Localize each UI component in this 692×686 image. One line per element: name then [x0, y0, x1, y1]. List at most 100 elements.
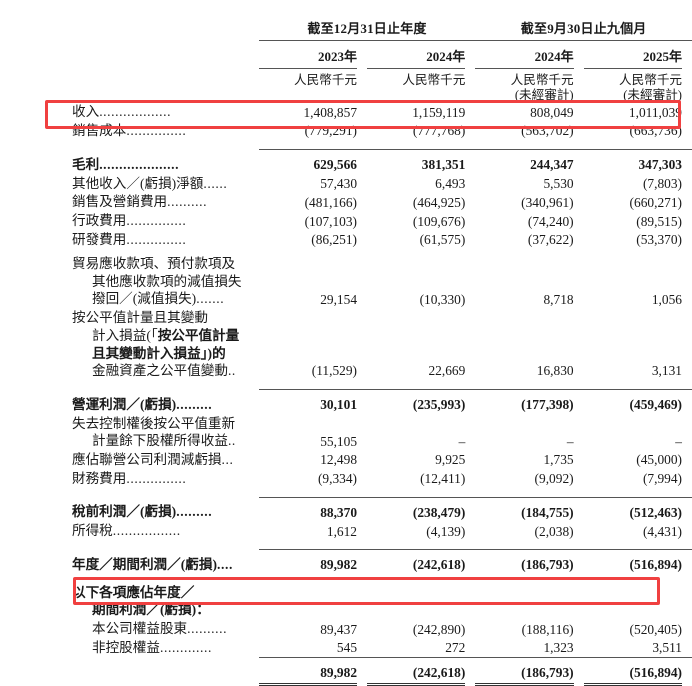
- table-row: 行政費用............... (107,103) (109,676) (74…: [0, 212, 692, 231]
- row-label-cost-of-sales: 銷售成本...............: [0, 122, 259, 141]
- year-header-2023: 2023年: [258, 44, 367, 71]
- spacer-cell: [367, 380, 475, 389]
- cell-profit-before-tax-col4: (512,463): [583, 496, 692, 522]
- spacer-row: [0, 574, 692, 583]
- row-label-text: 財務費用...............: [72, 470, 187, 486]
- row-label-gross-profit: 毛利....................: [0, 149, 259, 174]
- spacer-cell: [0, 488, 259, 497]
- group-header-annual: 截至12月31日止年度: [258, 18, 476, 44]
- group-header-annual-label: 截至12月31日止年度: [307, 21, 427, 36]
- row-label-text: 毛利....................: [72, 156, 180, 172]
- cell-gross-profit-col4: 347,303: [583, 148, 692, 174]
- cell-total-attributable-col2: (242,618): [367, 657, 476, 683]
- cell-finance-costs-col2: (12,411): [420, 471, 466, 487]
- row-label-operating-profit-loss: 營運利潤／(虧損).........: [0, 389, 259, 414]
- row-label-equity-holders: 本公司權益股東..........: [0, 620, 259, 639]
- row-label-finance-costs: 財務費用...............: [0, 469, 259, 488]
- spacer-cell: [475, 380, 583, 389]
- unit-label-2024-annual: 人民幣千元: [402, 73, 466, 87]
- cell-equity-holders-col4: (520,405): [629, 621, 682, 637]
- header-spacer: [0, 0, 692, 18]
- double-underline-cell: [475, 682, 583, 686]
- cell-revenue-col1: 1,408,857: [303, 104, 358, 120]
- row-label-text: 營運利潤／(虧損).........: [72, 396, 213, 412]
- cell-rd-expenses-col1: (86,251): [311, 232, 358, 248]
- row-label-fvpl-fair-value-change: 按公平值計量且其變動 計入損益(「按公平值計量 且其變動計入損益」)的 金融資產之公平…: [0, 309, 259, 381]
- spacer-cell: [475, 488, 583, 497]
- cell-revenue-col4: 1,011,039: [628, 104, 682, 120]
- cell-equity-holders-col3: (188,116): [521, 621, 574, 637]
- cell-selling-marketing-expenses-col1: (481,166): [304, 194, 358, 210]
- spacer-cell: [584, 574, 692, 583]
- cell-gain-remeasurement-col1: 55,105: [320, 433, 358, 449]
- row-label-line: 以下各項應佔年度／: [72, 584, 195, 600]
- year-rule-2024-interim: [475, 68, 574, 69]
- cell-equity-holders-col2: (242,890): [412, 621, 466, 637]
- cell-administrative-expenses-col2: (109,676): [412, 213, 466, 229]
- cell-cost-of-sales-col3: (563,702): [521, 123, 574, 139]
- row-label-text: 行政費用...............: [72, 213, 187, 229]
- row-label-line: 期間利潤／(虧損)：: [92, 602, 210, 618]
- cell-operating-profit-loss-col1: 30,101: [258, 388, 368, 414]
- table-row: 以下各項應佔年度／ 期間利潤／(虧損)：: [0, 583, 692, 620]
- cell-revenue-col2: 1,159,119: [412, 104, 466, 120]
- row-label-revenue: 收入..................: [0, 103, 259, 122]
- cell-finance-costs-col1: (9,334): [317, 471, 358, 487]
- cell-operating-profit-loss-col2: (235,993): [367, 388, 476, 414]
- cell-operating-profit-loss-col3: (177,398): [475, 388, 584, 414]
- spacer-cell: [259, 541, 367, 550]
- cell-gain-remeasurement-col3: –: [566, 433, 574, 449]
- row-label-line: 計量餘下股權所得收益..: [92, 433, 236, 449]
- double-underline-cell: [258, 682, 367, 686]
- cell-total-attributable-col1: 89,982: [258, 657, 368, 683]
- year-rule-2025-interim: [583, 68, 682, 69]
- row-label-line: 撥回／(減值損失).......: [92, 291, 225, 307]
- row-label-text: 銷售成本...............: [72, 123, 187, 139]
- cell-profit-for-period-col2: (242,618): [367, 549, 476, 575]
- cell-gain-remeasurement-col2: –: [458, 433, 466, 449]
- cell-selling-marketing-expenses-col2: (464,925): [412, 194, 466, 210]
- year-label-2024-annual: 2024年: [426, 49, 466, 64]
- cell-rd-expenses-col2: (61,575): [419, 232, 466, 248]
- table-row: 按公平值計量且其變動 計入損益(「按公平值計量 且其變動計入損益」)的 金融資產之公平…: [0, 309, 692, 381]
- row-label-attributable-heading: 以下各項應佔年度／ 期間利潤／(虧損)：: [0, 583, 259, 620]
- year-header-2024-interim: 2024年: [475, 44, 583, 71]
- table-row: 營運利潤／(虧損)......... 30,101 (235,993) (177,39…: [0, 388, 692, 414]
- table-row: 應佔聯營公司利潤減虧損... 12,498 9,925 1,735 (45,000): [0, 451, 692, 470]
- cell-profit-before-tax-col3: (184,755): [475, 496, 584, 522]
- cell-finance-costs-col3: (9,092): [534, 471, 574, 487]
- row-label-text: 本公司權益股東..........: [92, 621, 228, 637]
- group-header-interim-label: 截至9月30日止九個月: [520, 21, 647, 36]
- cell-total-attributable-col4: (516,894): [583, 657, 692, 683]
- cell-profit-before-tax-col2: (238,479): [367, 496, 476, 522]
- double-underline-row: [0, 682, 692, 686]
- cell-fvpl-fair-value-change-col4: 3,131: [651, 363, 682, 379]
- cell-impairment-reversal-col4: 1,056: [651, 291, 682, 307]
- spacer-cell: [367, 488, 475, 497]
- year-label-2025-interim: 2025年: [642, 49, 682, 64]
- spacer-cell: [475, 140, 583, 149]
- unit-header-2025-interim: 人民幣千元 (未經審計): [584, 71, 692, 103]
- row-label-text: 稅前利潤／(虧損).........: [72, 504, 213, 520]
- table-row: 銷售及營銷費用.......... (481,166) (464,925) (340,…: [0, 193, 692, 212]
- cell-attributable-heading-col4: [584, 583, 692, 620]
- row-label-gain-remeasurement: 失去控制權後按公平值重新計量餘下股權所得收益..: [0, 414, 259, 451]
- spacer-row: [0, 380, 692, 389]
- label-column-header: [0, 18, 259, 44]
- row-label-administrative-expenses: 行政費用...............: [0, 212, 259, 231]
- cell-cost-of-sales-col1: (779,291): [304, 123, 358, 139]
- row-label-impairment-reversal: 貿易應收款項、預付款項及 其他應收款項的減值損失 撥回／(減值損失).......: [0, 254, 259, 308]
- row-label-line: 失去控制權後按公平值重新: [72, 415, 236, 431]
- row-label-text: 應佔聯營公司利潤減虧損...: [72, 452, 234, 468]
- spacer-cell: [584, 488, 692, 497]
- row-label-share-of-associates: 應佔聯營公司利潤減虧損...: [0, 451, 259, 470]
- table-row: 稅前利潤／(虧損)......... 88,370 (238,479) (184,75…: [0, 496, 692, 522]
- double-underline-cell: [367, 682, 475, 686]
- row-label-selling-marketing-expenses: 銷售及營銷費用..........: [0, 193, 259, 212]
- cell-selling-marketing-expenses-col3: (340,961): [521, 194, 574, 210]
- table-header: 截至12月31日止年度 截至9月30日止九個月 2023年 2024年: [0, 0, 692, 103]
- cell-other-income-net-col3: 5,530: [543, 175, 574, 191]
- spacer-cell: [0, 380, 259, 389]
- unit-header-2023: 人民幣千元: [259, 71, 367, 103]
